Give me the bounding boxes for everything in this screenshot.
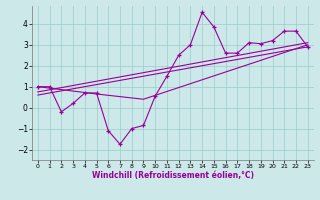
X-axis label: Windchill (Refroidissement éolien,°C): Windchill (Refroidissement éolien,°C) (92, 171, 254, 180)
